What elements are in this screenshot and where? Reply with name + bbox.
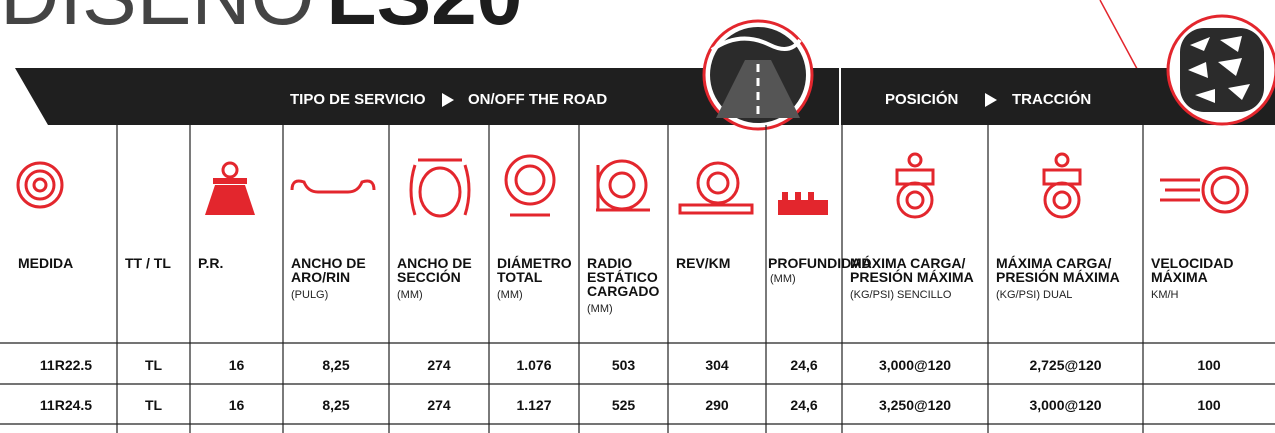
spec-sheet: DISEÑO LS20 TIPO DE SERVICIO ON/OFF THE R… — [0, 0, 1275, 433]
header-label: REV/KM — [676, 255, 730, 271]
cell: 16 — [229, 397, 245, 413]
header-label: TT / TL — [125, 255, 171, 271]
header-label: SECCIÓN — [397, 268, 461, 285]
road-icon — [704, 21, 812, 129]
cell: 290 — [705, 397, 729, 413]
cell: TL — [145, 397, 163, 413]
header-label: TOTAL — [497, 269, 543, 285]
cell: 100 — [1197, 397, 1221, 413]
cell: 1.127 — [516, 397, 551, 413]
cell: 24,6 — [790, 397, 817, 413]
title: DISEÑO LS20 — [0, 0, 522, 42]
cell: 8,25 — [322, 357, 349, 373]
cell: 8,25 — [322, 397, 349, 413]
header-label: CARGADO — [587, 283, 659, 299]
position-label: POSICIÓN — [885, 90, 958, 108]
header-unit: (MM) — [770, 273, 796, 285]
service-label: TIPO DE SERVICIO — [290, 91, 426, 108]
header-unit: (MM) — [587, 303, 613, 315]
header-label: P.R. — [198, 255, 223, 271]
cell: 525 — [612, 397, 636, 413]
cell: 11R22.5 — [40, 357, 92, 373]
header-label: PRESIÓN MÁXIMA — [850, 268, 974, 285]
header-unit: (KG/PSI) DUAL — [996, 289, 1072, 301]
cell: 3,000@120 — [1029, 397, 1101, 413]
position-value: TRACCIÓN — [1012, 90, 1091, 108]
cell: 100 — [1197, 357, 1221, 373]
title-light: DISEÑO — [0, 0, 314, 42]
accent-line — [1100, 0, 1142, 78]
service-value: ON/OFF THE ROAD — [468, 91, 607, 108]
cell: 11R24.5 — [40, 397, 92, 413]
cell: 3,250@120 — [879, 397, 951, 413]
header-label: ARO/RIN — [291, 269, 350, 285]
header-unit: (MM) — [497, 289, 523, 301]
cell: 3,000@120 — [879, 357, 951, 373]
cell: 503 — [612, 357, 636, 373]
cell: 24,6 — [790, 357, 817, 373]
header-unit: (MM) — [397, 289, 423, 301]
cell: TL — [145, 357, 163, 373]
title-bold: LS20 — [326, 0, 522, 42]
cell: 1.076 — [516, 357, 551, 373]
header-unit: (PULG) — [291, 289, 328, 301]
header-label: PRESIÓN MÁXIMA — [996, 268, 1120, 285]
tire-icon — [1168, 16, 1275, 124]
header-unit: KM/H — [1151, 289, 1179, 301]
header-unit: (KG/PSI) SENCILLO — [850, 289, 952, 301]
cell: 304 — [705, 357, 729, 373]
cell: 2,725@120 — [1029, 357, 1101, 373]
header-label: MEDIDA — [18, 255, 73, 271]
cell: 274 — [427, 357, 451, 373]
cell: 274 — [427, 397, 451, 413]
column-icons — [18, 154, 1247, 217]
header-label: MÁXIMA — [1151, 269, 1208, 285]
cell: 16 — [229, 357, 245, 373]
